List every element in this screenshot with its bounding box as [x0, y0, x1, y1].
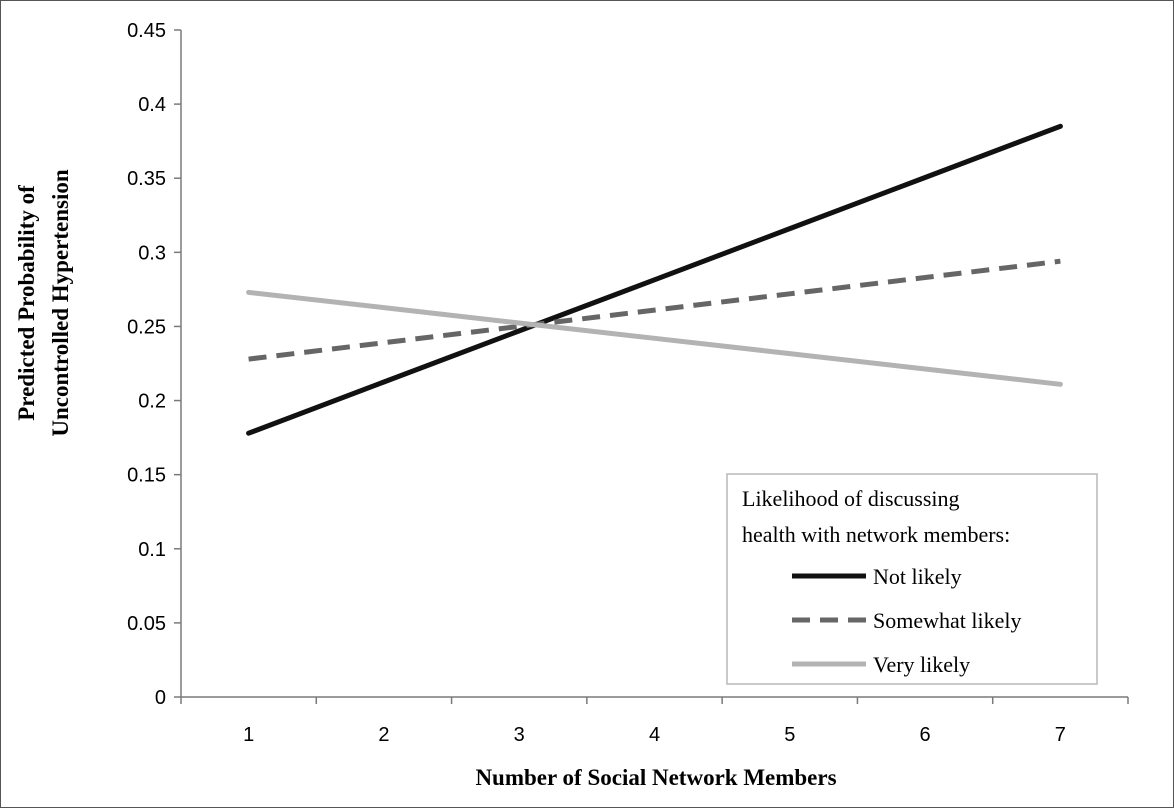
y-tick-label: 0.1 — [138, 539, 166, 561]
y-tick-label: 0.05 — [127, 613, 166, 635]
x-tick-label: 6 — [920, 724, 931, 746]
legend-title-line-2: health with network members: — [742, 522, 1010, 547]
series-line-somewhat-likely — [248, 258, 1061, 362]
y-tick-label: 0.2 — [138, 391, 166, 413]
x-tick-label: 2 — [378, 724, 389, 746]
legend-items: Not likely Somewhat likely Very likely — [792, 564, 1021, 677]
y-tick-label: 0.4 — [138, 94, 166, 116]
y-axis-title-line-2: Uncontrolled Hypertension — [48, 169, 73, 436]
legend-label-not-likely: Not likely — [873, 564, 962, 589]
y-axis-title: Predicted Probability of Uncontrolled Hy… — [14, 169, 73, 436]
x-tick-label: 4 — [649, 724, 660, 746]
y-axis-ticks: 0 0.05 0.1 0.15 0.2 0.25 0.3 0.35 0.4 0.45 — [127, 20, 181, 709]
x-tick-label: 7 — [1055, 724, 1066, 746]
legend-title-line-1: Likelihood of discussing — [742, 486, 960, 511]
legend-box — [726, 473, 1098, 685]
y-tick-label: 0.3 — [138, 242, 166, 264]
series-layer — [246, 123, 1063, 436]
legend-label-somewhat-likely: Somewhat likely — [873, 608, 1021, 633]
y-tick-label: 0 — [155, 687, 166, 709]
series-line-not-likely — [246, 123, 1063, 436]
series-line-very-likely — [246, 289, 1063, 387]
y-tick-label: 0.15 — [127, 465, 166, 487]
x-tick-label: 3 — [514, 724, 525, 746]
y-tick-label: 0.45 — [127, 20, 166, 42]
y-tick-label: 0.25 — [127, 316, 166, 338]
legend: Likelihood of discussing health with net… — [726, 473, 1098, 685]
y-axis-title-line-1: Predicted Probability of — [14, 185, 39, 421]
x-axis-title: Number of Social Network Members — [475, 765, 836, 790]
y-tick-label: 0.35 — [127, 168, 166, 190]
x-tick-label: 5 — [784, 724, 795, 746]
axes — [180, 30, 1128, 698]
x-tick-label: 1 — [243, 724, 254, 746]
x-axis-ticks: 1 2 3 4 5 6 7 — [180, 697, 1129, 746]
legend-label-very-likely: Very likely — [873, 652, 970, 677]
